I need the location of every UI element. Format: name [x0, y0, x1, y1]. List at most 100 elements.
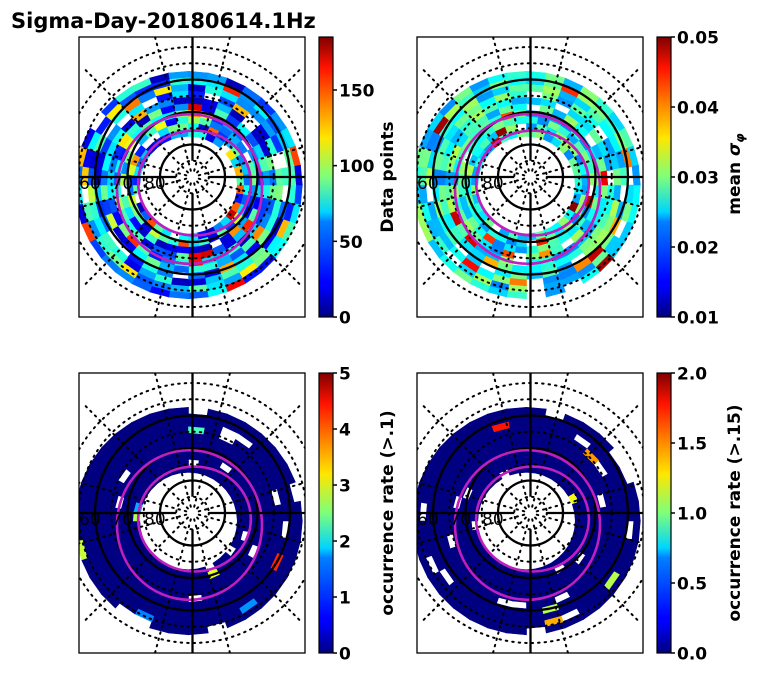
colorbar-tick-label: 0.04 — [677, 99, 719, 119]
colorbar-tick-label: 0 — [339, 645, 351, 665]
dotted-mlt-spoke — [81, 65, 189, 174]
heatmap-cell — [212, 136, 225, 149]
auroral-oval-boundary-equatorward — [453, 448, 602, 602]
lat-label-80: 80 — [144, 174, 166, 194]
axes-frame — [416, 36, 644, 318]
dotted-mlt-spoke — [491, 518, 530, 653]
heatmap-cell — [631, 164, 641, 186]
colorbar-tick-label: 0 — [339, 309, 351, 329]
colorbar-tick-label: 150 — [339, 81, 375, 101]
colorbar-tick-label: 0.0 — [677, 645, 707, 665]
colorbar: 0.0 0.5 1.0 1.5 2.0 occurrence rate (>.15) — [656, 365, 745, 665]
auroral-oval-boundary-poleward — [474, 465, 591, 573]
dotted-mlt-spoke — [531, 518, 570, 653]
dotted-mlt-spoke — [531, 373, 570, 508]
lat-label-70: 70 — [450, 510, 472, 530]
heatmap-cell — [526, 83, 545, 93]
heatmap-cell — [170, 277, 189, 287]
dotted-mlt-spoke — [196, 65, 304, 174]
plot-area: 60 70 80 — [79, 37, 305, 317]
heatmap-cell — [188, 116, 201, 125]
lat-label-60: 60 — [417, 510, 439, 530]
colorbar-tick-label: 0.05 — [677, 29, 719, 49]
colorbar-tick-label: 1 — [339, 589, 351, 609]
colorbar-tick-label: 1.5 — [677, 435, 707, 455]
dotted-mlt-spoke — [491, 373, 530, 508]
colorbar-tick-label: 0.01 — [677, 309, 719, 329]
polar-panel-4: 60 70 80 0.0 0.5 1.0 1.5 2.0 occurrence rate (>.… — [416, 365, 745, 665]
colorbar-tick-label: 2 — [339, 533, 351, 553]
heatmap-cell — [188, 600, 205, 610]
colorbar-tick-label: 1.0 — [677, 505, 707, 525]
auroral-oval-boundary-equatorward — [453, 112, 602, 266]
dotted-lat-circle — [175, 495, 210, 531]
lat-label-70: 70 — [112, 510, 134, 530]
dotted-mlt-spoke — [491, 37, 530, 172]
auroral-oval-boundary-equatorward — [115, 112, 264, 266]
colorbar-tick-label: 2.0 — [677, 365, 707, 385]
dotted-mlt-spoke — [196, 401, 304, 510]
dotted-mlt-spoke — [534, 401, 642, 510]
dotted-mlt-spoke — [153, 518, 192, 653]
dotted-mlt-spoke — [534, 516, 642, 625]
dotted-lat-circle — [175, 159, 210, 195]
dotted-mlt-spoke — [531, 37, 570, 172]
dotted-mlt-spoke — [491, 182, 530, 317]
lat-label-80: 80 — [144, 510, 166, 530]
axes-frame — [416, 372, 644, 654]
lat-label-70: 70 — [450, 174, 472, 194]
colorbar-tick-label: 0.02 — [677, 239, 719, 259]
lat-label-60: 60 — [79, 174, 101, 194]
plot-area: 60 70 80 — [417, 373, 643, 653]
dotted-mlt-spoke — [534, 180, 642, 289]
heatmap-cell — [631, 520, 641, 542]
colorbar: 0.01 0.02 0.03 0.04 0.05 mean σφ — [656, 29, 747, 329]
lat-label-60: 60 — [79, 510, 101, 530]
dotted-mlt-spoke — [193, 373, 232, 508]
auroral-oval-boundary-poleward — [136, 129, 253, 237]
auroral-oval-boundary-poleward — [136, 465, 253, 573]
dotted-mlt-spoke — [419, 516, 527, 625]
lat-label-60: 60 — [417, 174, 439, 194]
dotted-mlt-spoke — [531, 182, 570, 317]
dotted-mlt-spoke — [419, 180, 527, 289]
colorbar-tick-label: 4 — [339, 421, 351, 441]
colorbar-gradient — [656, 372, 672, 654]
heatmap-cell — [188, 452, 201, 461]
colorbar-gradient — [318, 36, 334, 318]
colorbar-label: mean σφ — [725, 133, 747, 215]
dotted-mlt-spoke — [81, 180, 189, 289]
colorbar-gradient — [656, 36, 672, 318]
axes-frame — [78, 36, 306, 318]
lat-label-70: 70 — [112, 174, 134, 194]
figure-title: Sigma-Day-20180614.1Hz — [11, 9, 316, 33]
colorbar-label: Data points — [378, 121, 398, 232]
colorbar-tick-label: 3 — [339, 477, 351, 497]
auroral-oval-boundary-equatorward — [115, 448, 264, 602]
colorbar-label: occurrence rate (>.15) — [725, 404, 745, 621]
dotted-mlt-spoke — [419, 65, 527, 174]
heatmap-cell — [417, 501, 422, 522]
heatmap-cell — [510, 264, 527, 274]
colorbar-tick-label: 50 — [339, 233, 363, 253]
colorbar-tick-label: 100 — [339, 157, 375, 177]
heatmap-cell — [526, 452, 539, 461]
dotted-mlt-spoke — [193, 518, 232, 653]
auroral-oval-boundary-poleward — [474, 129, 591, 237]
lat-label-80: 80 — [482, 174, 504, 194]
plot-area: 60 70 80 — [79, 373, 305, 653]
heatmap-cell — [526, 96, 543, 106]
heatmap-cell — [526, 116, 539, 125]
dotted-mlt-spoke — [153, 373, 192, 508]
heatmap-cell — [176, 452, 189, 461]
axes-frame — [78, 372, 306, 654]
heatmap-cell — [526, 245, 539, 254]
dotted-lat-circle — [513, 495, 548, 531]
dotted-mlt-spoke — [534, 65, 642, 174]
heatmap-cell — [514, 452, 527, 461]
dotted-mlt-spoke — [81, 401, 189, 510]
lat-label-80: 80 — [482, 510, 504, 530]
